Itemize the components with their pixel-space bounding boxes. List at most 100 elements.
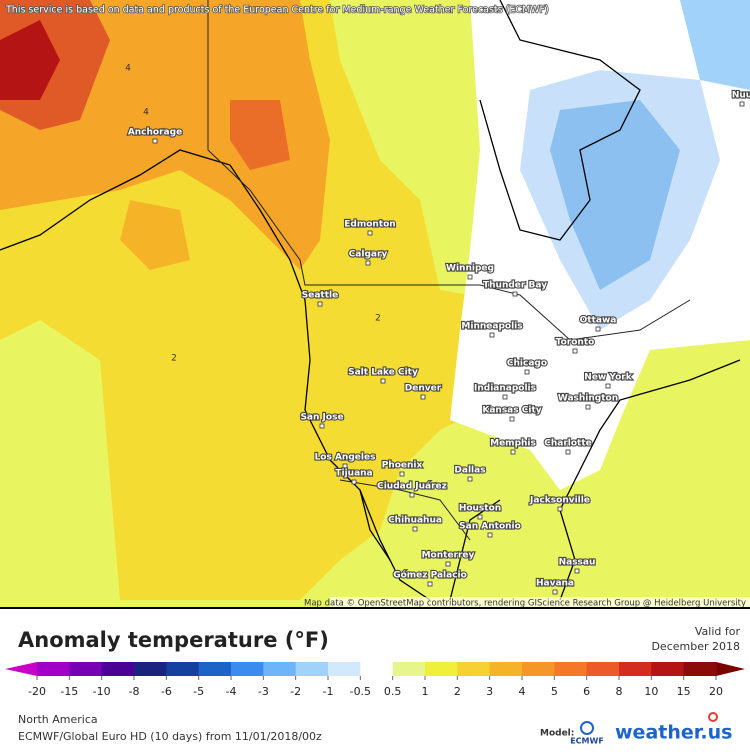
colorbar-tick-label: 15 [677, 685, 691, 698]
colorbar-tick-label: -5 [193, 685, 204, 698]
colorbar-tick-label: 6 [583, 685, 590, 698]
map: This service is based on data and produc… [0, 0, 750, 609]
city-label: Nassau [559, 558, 596, 568]
city-marker [565, 449, 571, 455]
city-marker [365, 260, 371, 266]
border [339, 479, 471, 541]
coastline [0, 149, 431, 601]
city-label: Minneapolis [461, 322, 522, 332]
colorbar-segment [328, 662, 361, 676]
city-label: Edmonton [344, 220, 395, 230]
city-label: Tijuana [335, 469, 372, 479]
anomaly-area [680, 0, 750, 90]
colorbar-segment [166, 662, 200, 676]
city-marker [585, 404, 591, 410]
city-marker [487, 532, 493, 538]
city-marker [399, 471, 405, 477]
city-label: Anchorage [128, 128, 182, 138]
attribution-bar [330, 597, 750, 609]
city-label: Phoenix [382, 461, 423, 471]
city-marker [319, 423, 325, 429]
city-marker [509, 416, 515, 422]
city-label: Los Angeles [315, 453, 376, 463]
model-label: Model: [540, 729, 574, 739]
city-label: Chicago [507, 359, 547, 369]
colorbar-segment [586, 662, 620, 676]
city-label: Seattle [302, 291, 338, 301]
colorbar-segment [425, 662, 458, 676]
city-label: Ciudad Juárez [377, 482, 447, 492]
anomaly-area [120, 200, 190, 270]
colorbar-tick-label: 1 [422, 685, 429, 698]
city-marker [595, 326, 601, 332]
city-marker [605, 383, 611, 389]
colorbar-tick-label: -4 [226, 685, 237, 698]
colorbar-arrow-low [5, 662, 37, 676]
city-label: Havana [536, 579, 574, 589]
colorbar-tick-label: -20 [28, 685, 46, 698]
attribution: Map data © OpenStreetMap contributors, r… [304, 599, 746, 609]
city-marker [317, 301, 323, 307]
city-label: Thunder Bay [483, 281, 547, 291]
colorbar-tick-label: 10 [644, 685, 658, 698]
colorbar-segment [69, 662, 103, 676]
city-label: San Antonio [459, 522, 521, 532]
colorbar-segment [360, 662, 394, 676]
coastline [359, 489, 391, 561]
colorbar-segment [231, 662, 264, 676]
contour-label: 4 [143, 108, 149, 118]
city-marker [445, 561, 451, 567]
city-marker [412, 526, 418, 532]
colorbar-arrow-high [716, 662, 745, 676]
city-marker [427, 581, 433, 587]
city-marker [351, 479, 357, 485]
city-marker [489, 332, 495, 338]
colorbar-segment [683, 662, 717, 676]
city-label: Chihuahua [388, 516, 442, 526]
city-marker [574, 568, 580, 574]
anomaly-area [230, 100, 290, 170]
city-marker [152, 138, 158, 144]
colorbar-tick-label: 4 [519, 685, 526, 698]
city-label: Charlotte [544, 439, 592, 449]
city-marker [572, 348, 578, 354]
ecmwf-icon [580, 721, 594, 735]
colorbar-segment [295, 662, 329, 676]
valid-date: December 2018 [651, 640, 740, 653]
contour-label: 2 [375, 314, 381, 324]
city-label: Winnipeg [446, 264, 494, 274]
contour-label: 2 [171, 354, 177, 364]
city-marker [467, 274, 473, 280]
colorbar-segment [134, 662, 167, 676]
colorbar-tick-label: 3 [486, 685, 493, 698]
colorbar-segment [489, 662, 523, 676]
legend-title: Anomaly temperature (°F) [18, 628, 329, 652]
colorbar-segment [457, 662, 491, 676]
brand-logo: weather.us [615, 722, 732, 744]
anomaly-area [550, 100, 680, 290]
city-marker [380, 378, 386, 384]
colorbar: -20 -15 -10 -8 -6 -5 -4 -3 -2 -1 -0.5 0.5 1 2 3 4 5 6 8 10 1… [5, 662, 745, 698]
colorbar-segment [263, 662, 297, 676]
colorbar-tick-label: -3 [258, 685, 269, 698]
region: North America [18, 713, 98, 726]
city-label: Memphis [490, 439, 536, 449]
city-label: Calgary [349, 250, 388, 260]
city-marker [502, 394, 508, 400]
border [207, 0, 691, 341]
colorbar-segment [522, 662, 555, 676]
city-marker [420, 394, 426, 400]
city-marker [552, 589, 558, 595]
colorbar-tick-label: -10 [93, 685, 111, 698]
city-label: Jacksonville [529, 496, 590, 506]
city-label: Denver [405, 384, 442, 394]
city-label: Gómez Palacio [393, 570, 467, 581]
city-marker [524, 369, 530, 375]
colorbar-segment [37, 662, 70, 676]
anomaly-area [0, 20, 60, 100]
colorbar-tick-label: 20 [709, 685, 723, 698]
city-marker [510, 449, 516, 455]
contour-label: 4 [125, 64, 131, 74]
colorbar-segment [392, 662, 426, 676]
